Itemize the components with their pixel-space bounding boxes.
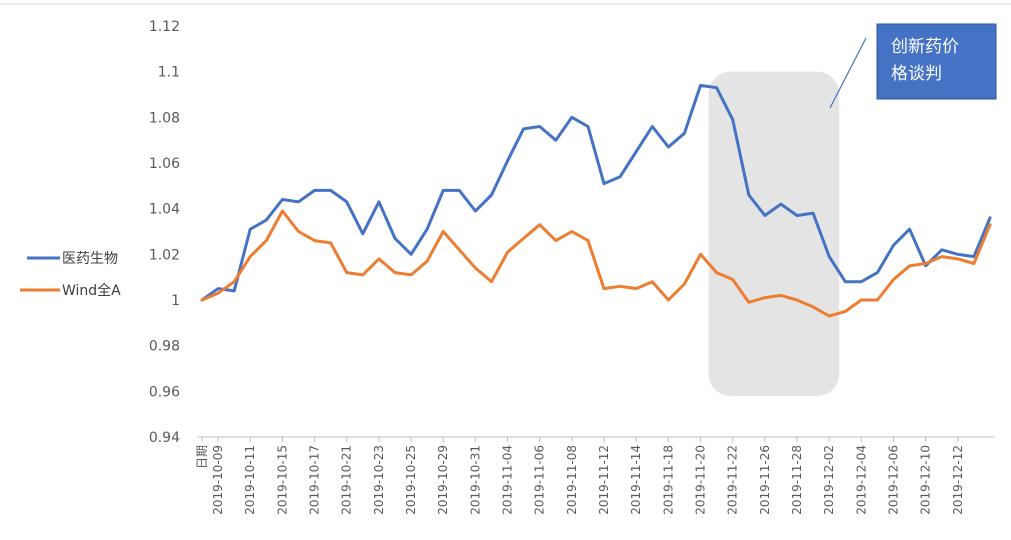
y-tick-label: 0.94 (149, 430, 180, 446)
annotation: 创新药价 格谈判 (829, 23, 997, 109)
x-tick-label: 2019-12-06 (887, 445, 901, 515)
annotation-text-line1: 创新药价 (891, 37, 959, 57)
x-tick-label: 2019-12-12 (951, 445, 965, 515)
annotation-text-line2: 格谈判 (891, 64, 942, 84)
x-tick-label: 2019-10-09 (211, 445, 225, 515)
x-tick-label: 2019-10-23 (372, 445, 386, 515)
x-tick-label: 2019-10-29 (436, 445, 450, 515)
y-tick-label: 1.06 (149, 156, 180, 172)
x-tick-label: 2019-11-26 (758, 445, 772, 515)
x-tick-label: 2019-11-20 (694, 445, 708, 515)
x-tick-label: 2019-11-08 (565, 445, 579, 515)
y-tick-label: 0.96 (149, 384, 180, 400)
series-lines (200, 83, 992, 318)
annotation-pointer (829, 37, 867, 109)
x-tick-label: 2019-10-11 (243, 445, 257, 515)
x-axis-ticks: 日期 2019-10-09 2019-10-11 2019-10-15 2019-10-… (195, 437, 965, 515)
x-tick-label: 2019-10-15 (275, 445, 289, 515)
legend-label-medical: 医药生物 (62, 251, 118, 267)
series-line-medical (200, 83, 992, 302)
y-tick-label: 1.02 (149, 247, 180, 263)
x-tick-label: 2019-11-04 (501, 445, 515, 515)
y-tick-label: 0.98 (149, 339, 180, 355)
x-tick-label: 2019-10-17 (308, 445, 322, 515)
y-tick-label: 1.08 (149, 110, 180, 126)
x-tick-label: 2019-11-14 (629, 445, 643, 515)
x-tick-label: 2019-12-10 (919, 445, 933, 515)
y-tick-label: 1.1 (158, 65, 180, 81)
y-axis: 1.12 1.1 1.08 1.06 1.04 1.02 1 0.98 0.96 0.94 (149, 19, 180, 446)
x-tick-label: 2019-10-31 (468, 445, 482, 515)
y-tick-label: 1.04 (149, 202, 180, 218)
annotation-box (876, 23, 997, 100)
x-tick-label: 2019-12-04 (854, 445, 868, 515)
x-tick-label: 2019-11-22 (726, 445, 740, 515)
x-tick-label: 2019-12-02 (822, 445, 836, 515)
series-line-wind (200, 209, 992, 318)
x-tick-label: 2019-10-25 (404, 445, 418, 515)
y-tick-label: 1 (171, 293, 180, 309)
x-tick-label: 2019-11-28 (790, 445, 804, 515)
x-tick-label: 2019-10-21 (340, 445, 354, 515)
x-tick-label: 2019-11-18 (661, 445, 675, 515)
legend: 医药生物 Wind全A (20, 251, 121, 299)
x-tick-label: 2019-11-06 (533, 445, 547, 515)
x-axis-title: 日期 (195, 445, 209, 469)
y-tick-label: 1.12 (149, 19, 180, 35)
x-tick-label: 2019-11-12 (597, 445, 611, 515)
legend-label-wind: Wind全A (62, 282, 121, 299)
